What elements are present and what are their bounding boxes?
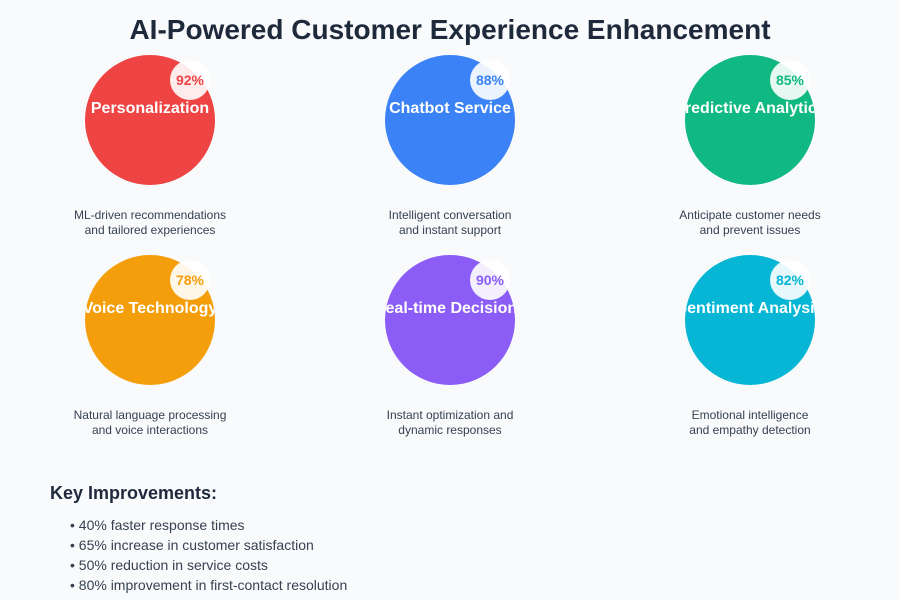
percent-badge: 92% [170, 60, 210, 100]
page-title: AI-Powered Customer Experience Enhanceme… [129, 14, 771, 45]
feature-card: Voice Technology 78% Natural language proc… [0, 255, 300, 455]
percent-badge: 88% [470, 60, 510, 100]
improvement-item: • 65% increase in customer satisfaction [70, 537, 314, 553]
percent-badge: 90% [470, 260, 510, 300]
feature-name: Voice Technology [85, 300, 215, 317]
feature-card: Sentiment Analysis82% Emotional intellige… [600, 255, 900, 455]
description-line: and prevent issues [699, 223, 801, 237]
description-line: Anticipate customer needs [679, 208, 821, 222]
percent-badge: 78% [170, 260, 210, 300]
description-line: and empathy detection [689, 423, 811, 437]
description-line: Emotional intelligence [691, 408, 809, 422]
feature-label-area: Personalization [85, 55, 215, 185]
feature-description: Intelligent conversation and instant supp… [300, 208, 600, 238]
percent-badge: 82% [770, 260, 810, 300]
description-line: ML-driven recommendations [73, 208, 227, 222]
description-line: and tailored experiences [84, 223, 216, 237]
description-line: Instant optimization and [386, 408, 514, 422]
description-line: Intelligent conversation [388, 208, 512, 222]
feature-description: ML-driven recommendations and tailored ex… [0, 208, 300, 238]
feature-label-area: Sentiment Analysis [685, 255, 815, 385]
feature-name: Chatbot Service [389, 100, 511, 117]
feature-name: Real-time Decisions [385, 300, 515, 317]
feature-label-area: Voice Technology [85, 255, 215, 385]
feature-card: Real-time Decisions90% Instant optimizati… [300, 255, 600, 455]
improvement-item: • 40% faster response times [70, 517, 245, 533]
improvement-item: • 50% reduction in service costs [70, 557, 268, 573]
feature-description: Anticipate customer needs and prevent iss… [600, 208, 900, 238]
feature-card: Chatbot Service 88% Intelligent conversati… [300, 55, 600, 255]
feature-label-area: Real-time Decisions [385, 255, 515, 385]
feature-description: Instant optimization and dynamic response… [300, 408, 600, 438]
description-line: Natural language processing [73, 408, 227, 422]
improvements-title: Key Improvements: [50, 483, 218, 503]
feature-description: Emotional intelligence and empathy detect… [600, 408, 900, 438]
feature-name: Predictive Analytics [685, 100, 815, 117]
feature-label-area: Chatbot Service [385, 55, 515, 185]
feature-name: Personalization [90, 100, 210, 117]
feature-label-area: Predictive Analytics [685, 55, 815, 185]
feature-description: Natural language processing and voice int… [0, 408, 300, 438]
description-line: and instant support [398, 223, 502, 237]
description-line: dynamic responses [398, 423, 502, 437]
improvements-list: • 40% faster response times • 65% increa… [70, 516, 347, 596]
feature-card: Personalization 92% ML-driven recommendati… [0, 55, 300, 255]
improvement-item: • 80% improvement in first-contact resol… [70, 577, 348, 593]
feature-card: Predictive Analytics85% Anticipate custom… [600, 55, 900, 255]
feature-name: Sentiment Analysis [685, 300, 815, 317]
percent-badge: 85% [770, 60, 810, 100]
description-line: and voice interactions [91, 423, 209, 437]
